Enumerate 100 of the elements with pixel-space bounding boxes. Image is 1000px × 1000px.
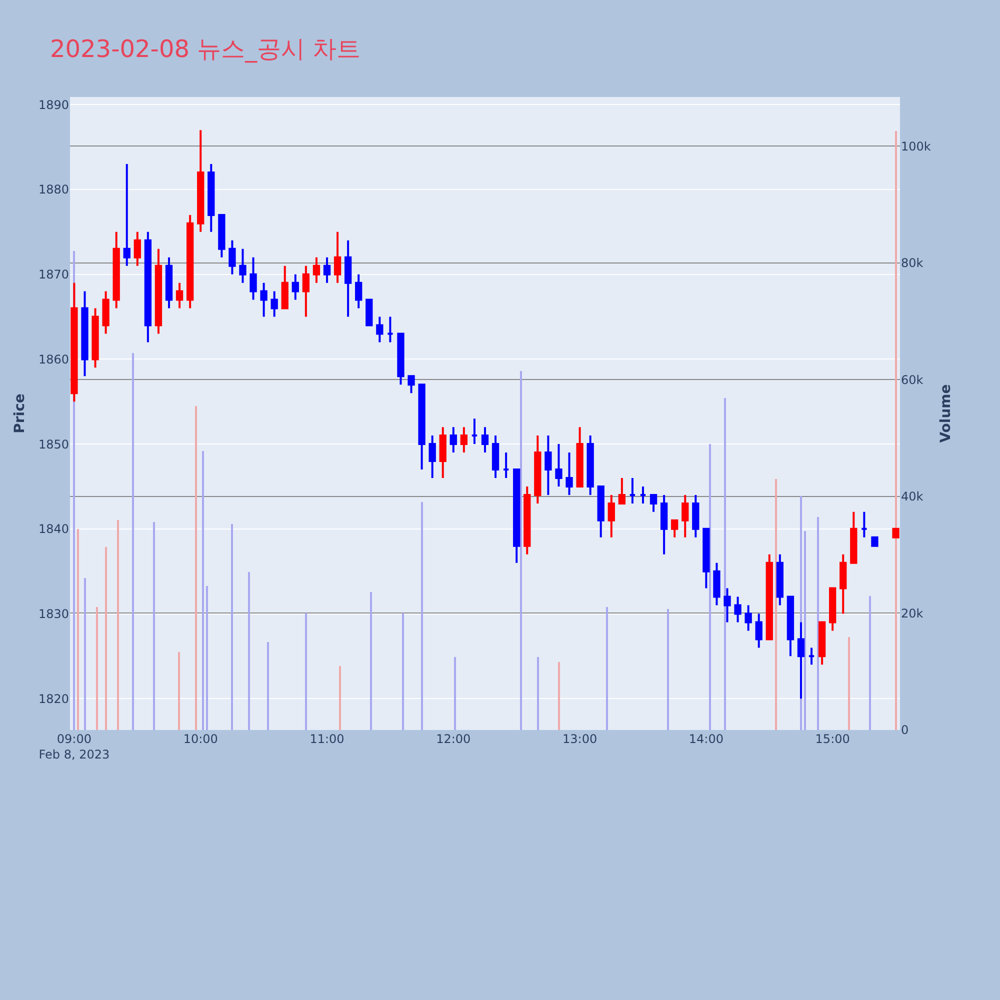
bar	[231, 524, 233, 730]
bar	[248, 572, 250, 730]
candlestick	[281, 264, 288, 310]
candlestick	[250, 256, 257, 301]
bar	[402, 613, 404, 730]
x-tick-label: 13:00	[562, 732, 598, 746]
bar	[370, 592, 372, 730]
bar	[267, 642, 269, 730]
y-tick-label: 1880	[38, 182, 69, 197]
candlestick	[408, 375, 415, 394]
bar	[96, 607, 98, 730]
y-tick-label: 1830	[38, 606, 69, 621]
candlestick	[123, 163, 130, 267]
y-tick-label: 1850	[38, 437, 69, 452]
candlestick	[70, 282, 78, 403]
candlestick	[165, 256, 173, 310]
candlestick	[871, 536, 878, 547]
chart-title: 2023-02-08 뉴스_공시 차트	[50, 34, 361, 63]
candlestick	[566, 452, 573, 496]
candlestick	[186, 214, 194, 310]
candlestick	[428, 434, 436, 479]
candlestick	[176, 282, 184, 310]
bar	[537, 657, 539, 730]
bar	[724, 398, 726, 730]
candlestick	[702, 528, 710, 590]
candlestick	[218, 214, 226, 258]
candlestick	[397, 332, 404, 386]
bar	[195, 406, 197, 730]
x-tick-label: 14:00	[688, 732, 724, 746]
bar	[895, 131, 897, 730]
bar	[84, 578, 86, 730]
candlestick	[524, 485, 531, 556]
candlestick	[239, 248, 246, 284]
candlestick	[460, 426, 468, 454]
candlestick	[102, 290, 110, 335]
candlestick	[197, 129, 204, 233]
candlestick	[860, 510, 868, 538]
y2-tick-label: 80k	[901, 256, 924, 270]
candlestick	[829, 587, 836, 632]
candlestick	[366, 298, 373, 326]
candlestick	[323, 256, 331, 284]
candlestick	[650, 494, 658, 513]
candlestick	[481, 426, 489, 454]
candlestick	[776, 553, 784, 606]
candlestick	[92, 307, 99, 369]
candlestick	[144, 230, 152, 344]
candlestick	[418, 384, 426, 470]
y2-axis-title: Volume	[938, 384, 954, 443]
candlestick	[818, 621, 826, 666]
candlestick	[576, 426, 584, 488]
candlestick	[840, 553, 847, 615]
y2-tick-label: 40k	[901, 490, 924, 504]
bar	[206, 586, 208, 730]
y-tick-label: 1820	[38, 692, 69, 706]
candlestick	[850, 510, 858, 564]
candlestick	[724, 587, 731, 624]
x-tick-label: 15:00	[815, 732, 850, 746]
x-tick-label: 09:00 Feb 8, 2023	[38, 732, 110, 762]
candlestick	[112, 230, 120, 310]
candlestick	[639, 485, 647, 504]
bar	[339, 666, 341, 730]
candlestick	[755, 612, 762, 649]
y-axis-title: Price	[12, 394, 28, 434]
candlestick	[386, 316, 394, 344]
candlestick	[492, 434, 500, 479]
candlestick	[671, 519, 678, 538]
bar	[305, 613, 307, 730]
x-tick-label: 12:00	[436, 732, 471, 746]
bar	[105, 547, 107, 730]
y-tick-label: 1870	[38, 268, 69, 282]
candlestick	[334, 230, 342, 284]
candlestick	[134, 230, 141, 267]
y-tick-label: 1890	[38, 98, 69, 112]
candlestick	[597, 485, 604, 538]
candlestick	[260, 282, 268, 318]
bar	[454, 657, 456, 730]
candlestick	[766, 553, 773, 640]
candlestick	[355, 273, 362, 310]
y2-tick-label: 60k	[901, 372, 924, 387]
candlestick	[81, 290, 88, 378]
candlestick	[208, 163, 215, 233]
candlestick	[502, 452, 510, 479]
bar	[848, 637, 850, 730]
bar	[804, 531, 806, 730]
candlestick	[892, 528, 900, 538]
candlestick	[808, 646, 816, 666]
bar	[421, 502, 423, 730]
bar	[117, 520, 119, 730]
candlestick	[270, 290, 278, 318]
bar	[132, 353, 134, 730]
candlestick	[608, 494, 615, 538]
candlestick	[786, 596, 794, 658]
y-tick-label: 1840	[38, 522, 69, 536]
y2-tick-label: 0	[901, 723, 909, 738]
candlestick	[744, 604, 752, 632]
candlestick	[555, 443, 562, 488]
candlestick	[302, 264, 310, 318]
bar	[869, 596, 871, 730]
candlestick	[470, 418, 478, 446]
candlestick	[534, 434, 542, 504]
